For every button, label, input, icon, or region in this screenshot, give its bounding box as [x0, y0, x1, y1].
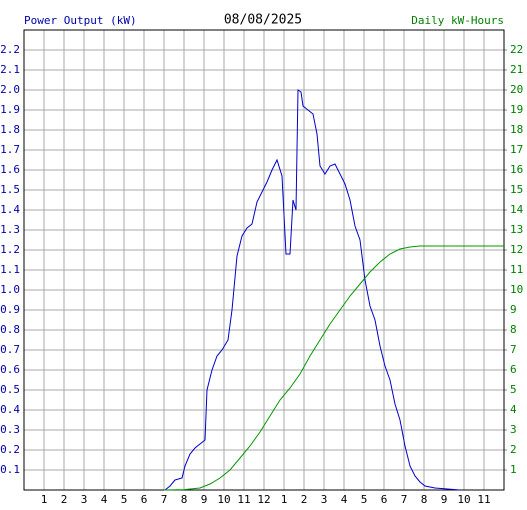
y2-tick-label: 17	[510, 143, 523, 156]
y2-tick-label: 12	[510, 243, 523, 256]
x-tick-label: 4	[341, 493, 348, 506]
y2-axis-label: Daily kW-Hours	[411, 14, 504, 27]
y-tick-label: 1.0	[0, 283, 20, 296]
y2-tick-label: 11	[510, 263, 523, 276]
x-tick-label: 3	[321, 493, 328, 506]
x-tick-label: 1	[281, 493, 288, 506]
y2-tick-label: 21	[510, 63, 523, 76]
y-tick-label: 2.2	[0, 43, 20, 56]
y-tick-label: 1.2	[0, 243, 20, 256]
y-tick-label: 0.1	[0, 463, 20, 476]
x-tick-label: 1	[41, 493, 48, 506]
x-tick-label: 4	[101, 493, 108, 506]
x-tick-label: 9	[201, 493, 208, 506]
y2-tick-label: 20	[510, 83, 523, 96]
y-tick-label: 1.8	[0, 123, 20, 136]
y-tick-label: 1.5	[0, 183, 20, 196]
series-line	[164, 89, 461, 491]
x-tick-label: 11	[477, 493, 490, 506]
y-tick-label: 1.4	[0, 203, 20, 216]
x-tick-label: 10	[457, 493, 470, 506]
y2-tick-label: 15	[510, 183, 523, 196]
y-tick-label: 1.7	[0, 143, 20, 156]
x-tick-label: 10	[217, 493, 230, 506]
x-tick-label: 2	[301, 493, 308, 506]
x-tick-label: 5	[121, 493, 128, 506]
x-tick-label: 12	[257, 493, 270, 506]
y-tick-label: 0.8	[0, 323, 20, 336]
y-tick-label: 1.6	[0, 163, 20, 176]
y-tick-label: 0.4	[0, 403, 20, 416]
y2-tick-label: 4	[510, 403, 517, 416]
y2-tick-label: 6	[510, 363, 517, 376]
y2-tick-label: 5	[510, 383, 517, 396]
x-tick-label: 8	[421, 493, 428, 506]
y-tick-label: 0.7	[0, 343, 20, 356]
y-tick-label: 2.0	[0, 83, 20, 96]
y2-tick-label: 2	[510, 443, 517, 456]
x-tick-label: 7	[161, 493, 168, 506]
x-tick-label: 11	[237, 493, 250, 506]
y2-tick-label: 8	[510, 323, 517, 336]
y2-tick-label: 3	[510, 423, 517, 436]
y-tick-label: 0.6	[0, 363, 20, 376]
y2-tick-label: 18	[510, 123, 523, 136]
y2-tick-label: 7	[510, 343, 517, 356]
y2-tick-label: 14	[510, 203, 524, 216]
x-tick-label: 6	[381, 493, 388, 506]
y-tick-label: 0.3	[0, 423, 20, 436]
y2-tick-label: 19	[510, 103, 523, 116]
y2-tick-label: 16	[510, 163, 523, 176]
x-tick-label: 5	[361, 493, 368, 506]
y2-tick-label: 10	[510, 283, 523, 296]
series-line	[163, 245, 504, 491]
y2-tick-label: 1	[510, 463, 517, 476]
chart-title: 08/08/2025	[224, 13, 302, 28]
x-tick-label: 6	[141, 493, 148, 506]
y2-tick-label: 22	[510, 43, 523, 56]
x-tick-label: 2	[61, 493, 68, 506]
y2-tick-label: 13	[510, 223, 523, 236]
x-tick-label: 9	[441, 493, 448, 506]
y-tick-label: 0.2	[0, 443, 20, 456]
y-tick-label: 1.3	[0, 223, 20, 236]
y-tick-label: 1.9	[0, 103, 20, 116]
x-tick-label: 7	[401, 493, 408, 506]
x-tick-label: 3	[81, 493, 88, 506]
x-tick-label: 8	[181, 493, 188, 506]
plot-border	[23, 29, 505, 491]
y2-tick-label: 9	[510, 303, 517, 316]
y-tick-label: 1.1	[0, 263, 20, 276]
y-axis-label: Power Output (kW)	[24, 14, 137, 27]
y-tick-label: 0.5	[0, 383, 20, 396]
y-tick-label: 0.9	[0, 303, 20, 316]
y-tick-label: 2.1	[0, 63, 20, 76]
